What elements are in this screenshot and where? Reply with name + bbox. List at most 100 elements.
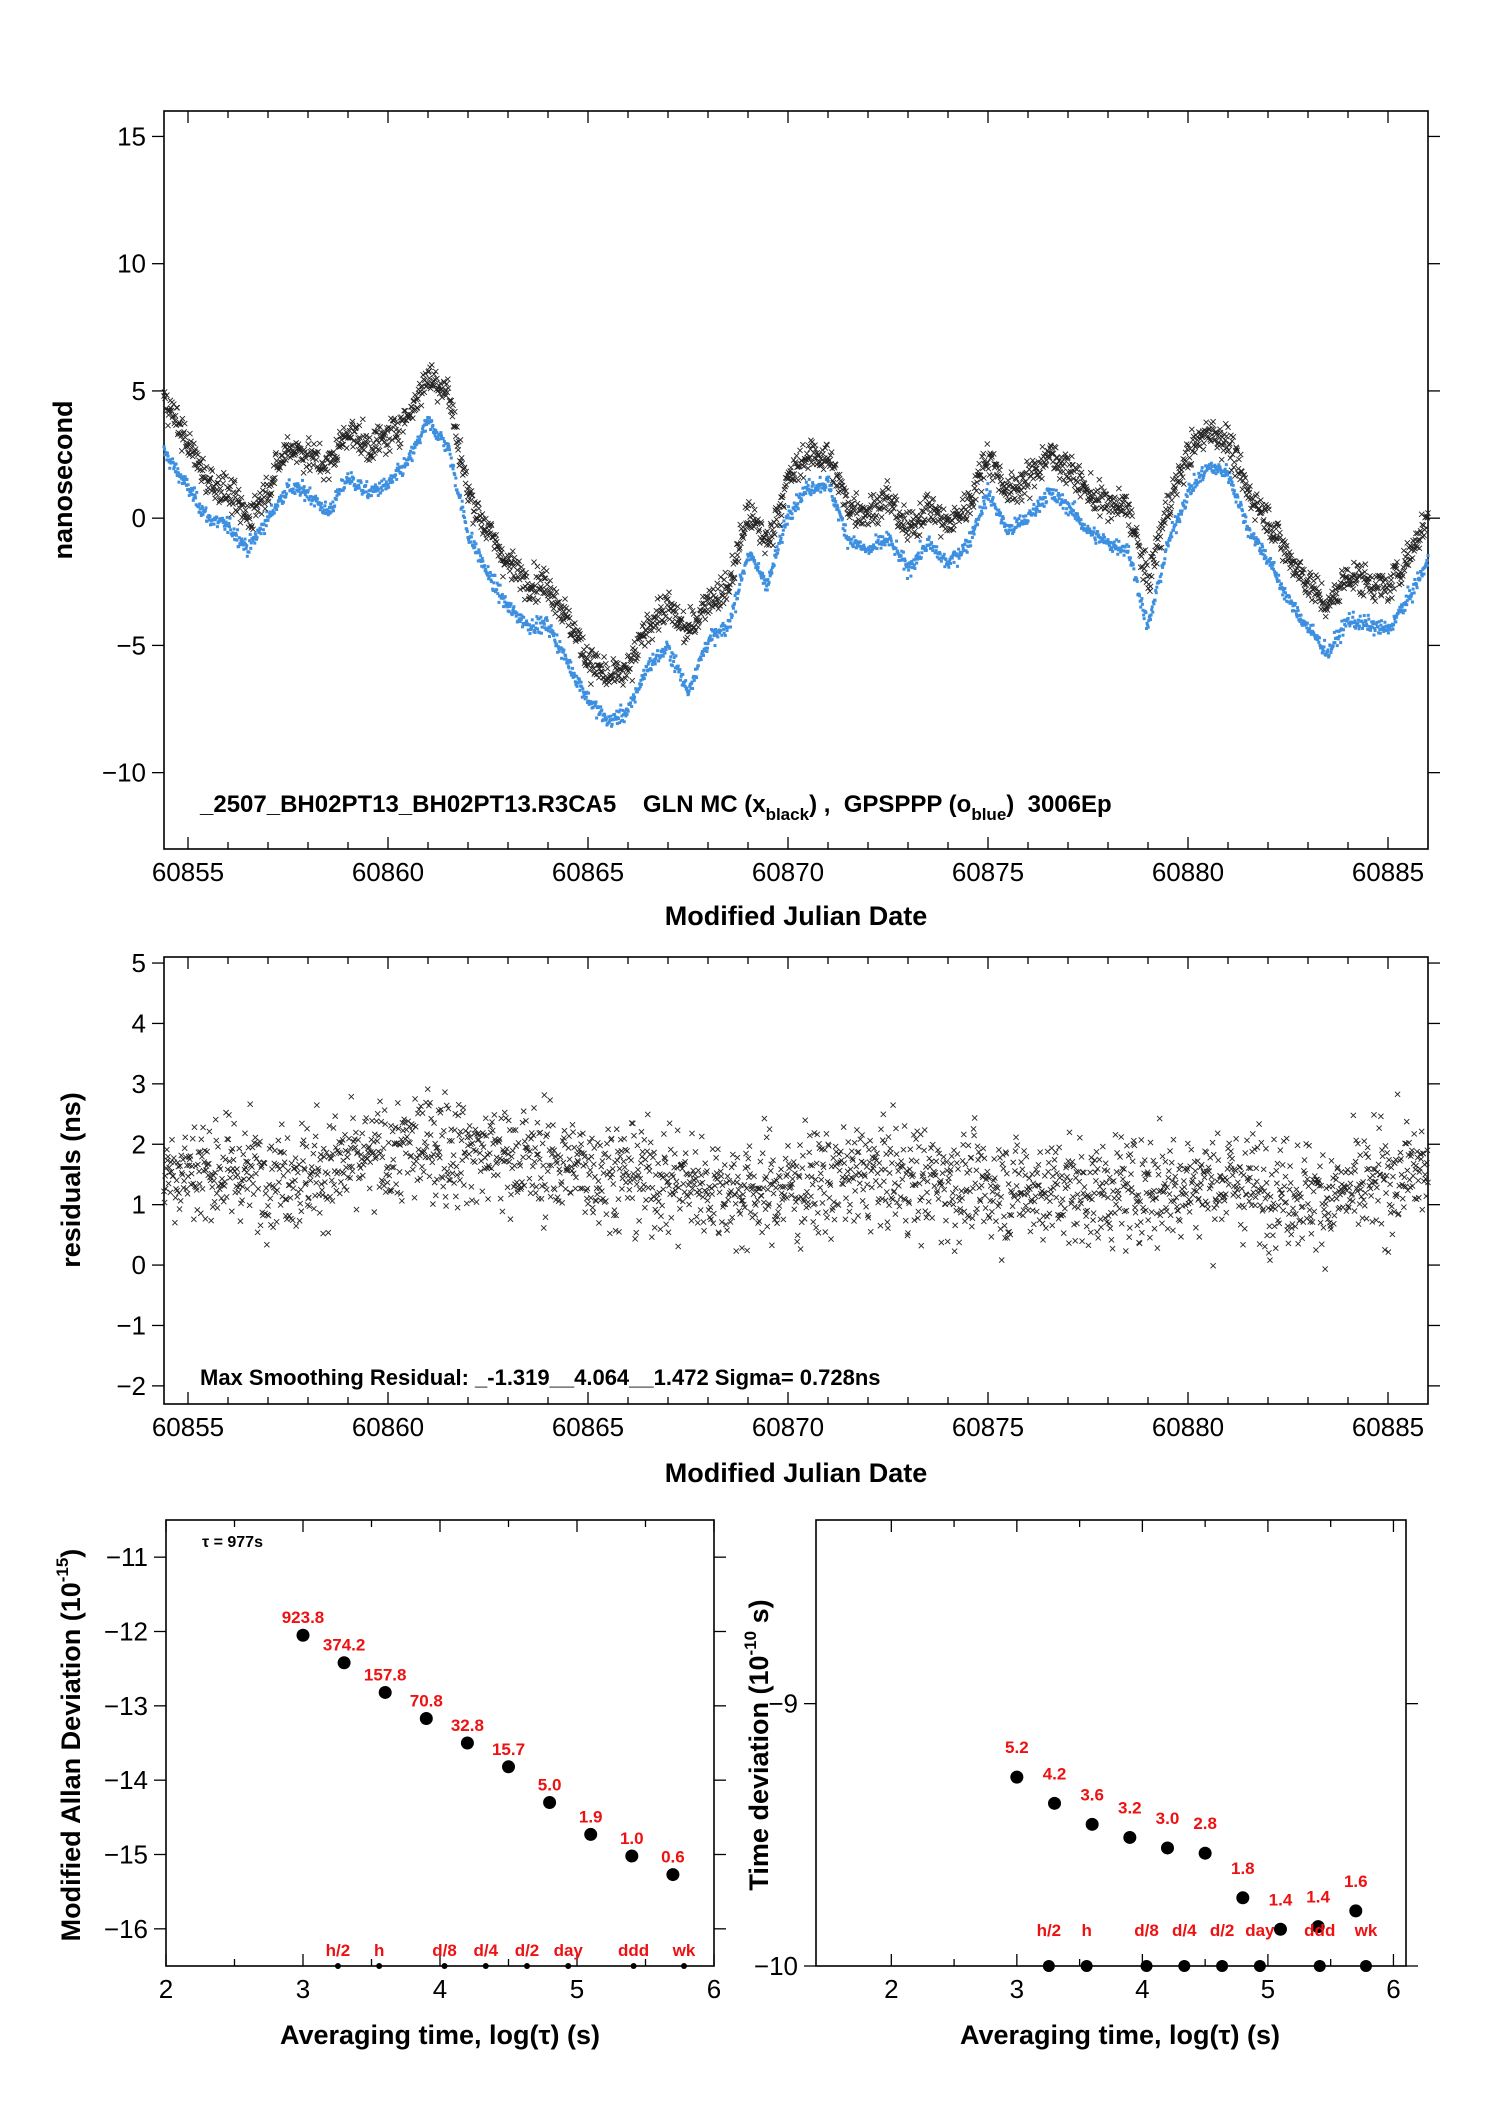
gpsppp-point: [1093, 538, 1097, 542]
gpsppp-point: [342, 486, 346, 490]
gpsppp-point: [167, 458, 171, 462]
gpsppp-point: [750, 552, 754, 556]
gpsppp-point: [1235, 493, 1239, 497]
gpsppp-point: [460, 499, 464, 503]
gpsppp-point: [1028, 511, 1032, 515]
gpsppp-point: [957, 547, 961, 551]
gpsppp-point: [497, 600, 501, 604]
gpsppp-point: [1231, 483, 1235, 487]
gpsppp-point: [658, 655, 662, 659]
residual-point: [200, 1124, 206, 1131]
gpsppp-point: [1223, 474, 1227, 478]
gpsppp-point: [805, 486, 809, 490]
residual-point: [163, 1146, 170, 1153]
gln-mc-point: [706, 608, 713, 615]
gpsppp-point: [887, 532, 891, 536]
residual-point: [290, 1185, 297, 1192]
gpsppp-point: [1159, 572, 1163, 576]
residual-point: [320, 1145, 327, 1152]
gpsppp-point: [1096, 535, 1100, 539]
gpsppp-point: [1338, 628, 1342, 632]
gpsppp-point: [569, 673, 573, 677]
gln-mc-point: [250, 526, 256, 533]
gpsppp-point: [549, 630, 553, 634]
residual-point: [431, 1120, 437, 1127]
gln-mc-point: [680, 608, 687, 615]
gpsppp-point: [166, 454, 170, 458]
gpsppp-point: [965, 539, 969, 543]
gpsppp-point: [891, 542, 895, 546]
gpsppp-point: [1177, 517, 1181, 521]
gpsppp-point: [493, 574, 497, 578]
gpsppp-point: [220, 518, 224, 522]
gpsppp-point: [180, 481, 184, 485]
gpsppp-point: [1309, 632, 1313, 636]
gpsppp-point: [1046, 487, 1050, 491]
gpsppp-point: [1401, 609, 1405, 613]
residual-point: [182, 1134, 189, 1141]
gln-mc-point: [168, 407, 175, 414]
gpsppp-point: [673, 670, 677, 674]
gpsppp-point: [1178, 509, 1182, 513]
gpsppp-point: [665, 643, 669, 647]
gpsppp-point: [1032, 507, 1036, 511]
gpsppp-point: [1092, 530, 1096, 534]
gpsppp-point: [887, 543, 891, 547]
gln-mc-point: [904, 537, 911, 543]
residual-point: [294, 1193, 301, 1200]
gpsppp-point: [297, 484, 301, 488]
gpsppp-point: [768, 570, 772, 574]
gpsppp-point: [296, 482, 300, 486]
gln-mc-point: [316, 440, 323, 447]
gpsppp-point: [920, 551, 924, 555]
gln-mc-point: [800, 474, 807, 481]
residual-point: [220, 1198, 227, 1205]
gpsppp-point: [611, 718, 615, 722]
gpsppp-point: [182, 475, 186, 479]
residual-point: [367, 1159, 374, 1166]
gpsppp-point: [1042, 504, 1046, 508]
gpsppp-point: [1055, 499, 1059, 503]
gpsppp-point: [172, 465, 176, 469]
gpsppp-point: [586, 699, 590, 703]
gpsppp-point: [456, 491, 460, 495]
gln-mc-point: [722, 569, 729, 576]
gln-mc-point: [216, 499, 223, 506]
gln-mc-point: [553, 589, 560, 595]
gpsppp-point: [1291, 604, 1295, 608]
gln-mc-point: [1096, 476, 1103, 483]
gpsppp-point: [646, 669, 650, 673]
gpsppp-point: [624, 714, 628, 718]
gpsppp-point: [864, 550, 868, 554]
gpsppp-point: [283, 489, 287, 493]
gpsppp-point: [971, 526, 975, 530]
residual-point: [293, 1223, 300, 1229]
gln-mc-point: [799, 441, 806, 448]
gpsppp-point: [1101, 538, 1105, 542]
gpsppp-point: [876, 540, 880, 544]
gpsppp-point: [500, 593, 504, 597]
phase-plot-annotation: _2507_BH02PT13_BH02PT13.R3CA5 GLN MC (xb…: [199, 791, 1112, 824]
gpsppp-point: [438, 437, 442, 441]
gpsppp-point: [946, 563, 950, 567]
gpsppp-point: [410, 459, 414, 463]
gpsppp-point: [1274, 571, 1278, 575]
gpsppp-point: [1153, 598, 1157, 602]
gpsppp-point: [1034, 513, 1038, 517]
residual-point: [262, 1190, 269, 1197]
gpsppp-point: [1045, 500, 1049, 504]
gpsppp-point: [452, 464, 456, 468]
gln-mc-point: [1017, 493, 1023, 500]
gpsppp-point: [721, 621, 725, 625]
gpsppp-point: [708, 636, 712, 640]
gpsppp-point: [522, 615, 526, 619]
gpsppp-point: [313, 504, 317, 508]
gpsppp-point: [1195, 483, 1199, 487]
gpsppp-point: [492, 581, 496, 585]
gln-mc-point: [478, 519, 485, 525]
gpsppp-point: [1226, 470, 1230, 474]
gpsppp-point: [691, 687, 695, 691]
gpsppp-point: [972, 529, 976, 533]
gln-mc-point: [259, 487, 266, 494]
gpsppp-point: [518, 620, 522, 624]
